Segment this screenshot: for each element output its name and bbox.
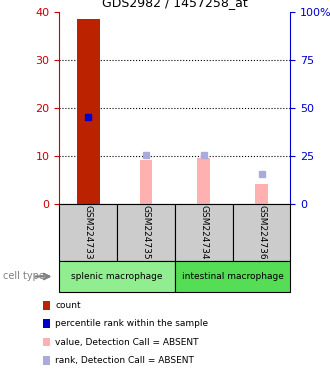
Text: count: count [55, 301, 81, 310]
Bar [175, 204, 233, 261]
Bar [117, 204, 175, 261]
Text: GSM224735: GSM224735 [142, 205, 150, 260]
Text: GSM224734: GSM224734 [199, 205, 208, 260]
Text: GSM224733: GSM224733 [84, 205, 93, 260]
Bar [255, 184, 268, 204]
Text: cell type: cell type [3, 271, 45, 281]
Text: splenic macrophage: splenic macrophage [71, 272, 163, 281]
Text: rank, Detection Call = ABSENT: rank, Detection Call = ABSENT [55, 356, 194, 365]
Title: GDS2982 / 1457258_at: GDS2982 / 1457258_at [102, 0, 248, 9]
Bar [233, 204, 290, 261]
Bar [197, 158, 210, 204]
Bar [59, 261, 175, 292]
Bar [140, 161, 152, 204]
Bar [59, 204, 117, 261]
Bar [175, 261, 290, 292]
Text: intestinal macrophage: intestinal macrophage [182, 272, 283, 281]
Bar [77, 19, 100, 204]
Text: percentile rank within the sample: percentile rank within the sample [55, 319, 208, 328]
Text: value, Detection Call = ABSENT: value, Detection Call = ABSENT [55, 338, 199, 347]
Text: GSM224736: GSM224736 [257, 205, 266, 260]
